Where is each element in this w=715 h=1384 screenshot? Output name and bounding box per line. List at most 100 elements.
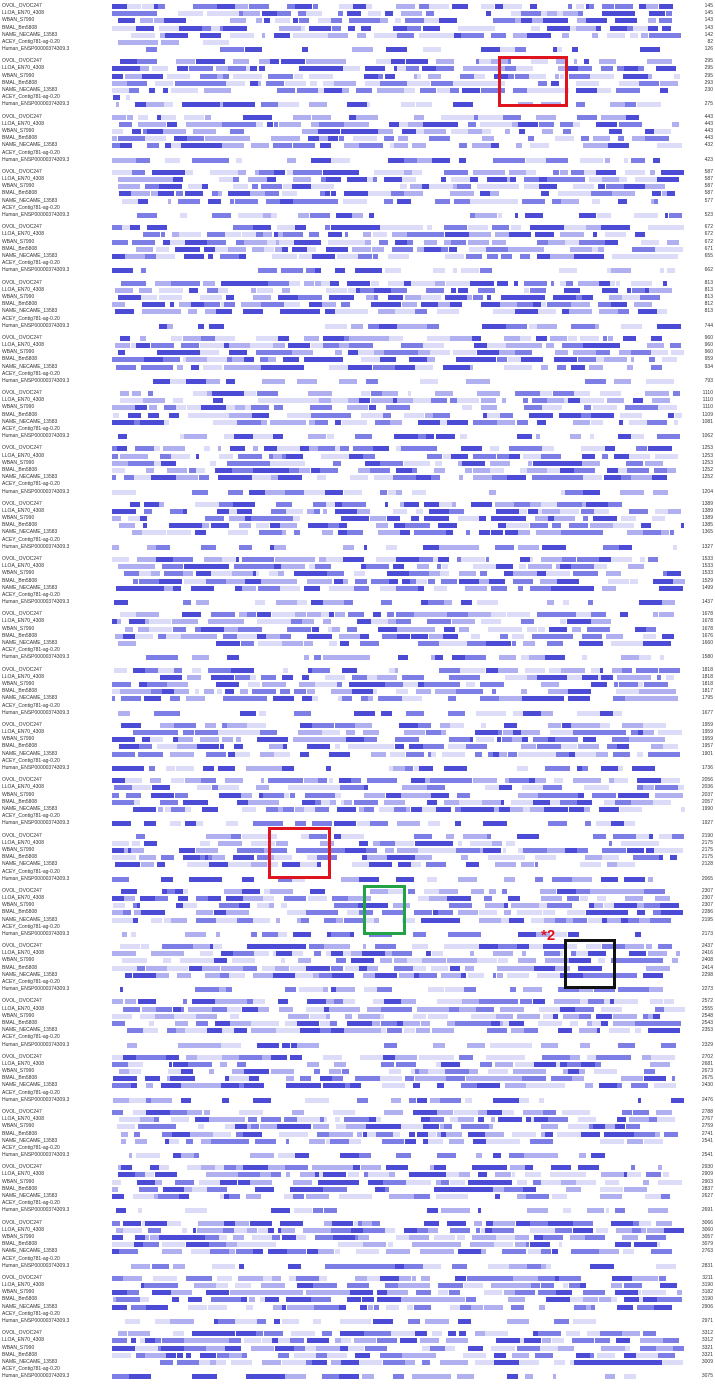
conserved-residue-run: [323, 944, 347, 950]
conserved-residue-run: [238, 169, 246, 175]
alignment-row: Human_ENSP00000374309.3 523: [0, 212, 715, 219]
conserved-residue-run: [299, 1186, 323, 1192]
conserved-residue-run: [497, 213, 502, 219]
conserved-residue-run: [548, 1220, 573, 1226]
conserved-residue-run: [257, 641, 282, 647]
conserved-residue-run: [573, 350, 597, 356]
sequence-label: ACEY_Contig781-ag-0.20: [2, 536, 60, 543]
conserved-residue-run: [204, 121, 222, 127]
conserved-residue-run: [554, 1227, 572, 1233]
sequence-label: OVOL_OVOC247: [2, 1164, 42, 1171]
conserved-residue-run: [425, 951, 432, 957]
conserved-residue-run: [255, 785, 270, 791]
conserved-residue-run: [509, 1042, 532, 1048]
conserved-residue-run: [299, 681, 315, 687]
conserved-residue-run: [173, 1263, 185, 1269]
conserved-residue-run: [454, 1275, 467, 1281]
conserved-residue-run: [660, 655, 665, 661]
conserved-residue-run: [278, 121, 295, 127]
alignment-row: ACEY_Contig781-ag-0.20: [0, 205, 715, 212]
conserved-residue-run: [591, 681, 607, 687]
conserved-residue-run: [360, 419, 368, 425]
alignment-block: OVOL_OVOC247 3312 LLOA_EN70_4308 3312 WBAN_S…: [0, 1330, 715, 1383]
conserved-residue-run: [575, 4, 584, 9]
sequence-label: LLOA_EN70_4308: [2, 1337, 44, 1344]
conserved-residue-run: [154, 1338, 162, 1344]
conserved-residue-run: [237, 633, 257, 639]
conserved-residue-run: [472, 585, 488, 591]
conserved-residue-run: [269, 460, 289, 466]
conserved-residue-run: [580, 862, 601, 868]
conserved-residue-run: [404, 18, 414, 24]
conserved-residue-run: [215, 917, 237, 923]
conserved-residue-run: [549, 578, 558, 584]
conserved-residue-run: [572, 184, 594, 190]
conserved-residue-run: [349, 114, 357, 120]
conserved-residue-run: [323, 1186, 348, 1192]
conserved-residue-run: [477, 391, 481, 397]
conserved-residue-run: [478, 578, 489, 584]
conserved-residue-run: [216, 1352, 230, 1358]
conserved-residue-run: [345, 1013, 353, 1019]
conserved-residue-run: [573, 1304, 586, 1310]
conserved-residue-run: [215, 999, 231, 1005]
conserved-residue-run: [479, 696, 500, 702]
conserved-residue-run: [480, 391, 500, 397]
conserved-residue-run: [141, 1220, 145, 1226]
conserved-residue-run: [556, 1131, 581, 1137]
conserved-residue-run: [163, 571, 183, 577]
sequence-label: NAME_NECAME_13583: [2, 861, 58, 868]
conserved-residue-run: [645, 287, 650, 293]
conserved-residue-run: [296, 1234, 307, 1240]
conserved-residue-run: [322, 302, 337, 308]
conserved-residue-run: [119, 143, 133, 149]
conserved-residue-run: [498, 523, 506, 529]
conserved-residue-run: [458, 910, 479, 916]
conserved-residue-run: [169, 751, 194, 757]
conserved-residue-run: [336, 806, 356, 812]
conserved-residue-run: [547, 847, 565, 853]
conserved-residue-run: [257, 737, 264, 743]
conserved-residue-run: [353, 1165, 361, 1171]
conserved-residue-run: [307, 730, 322, 736]
conserved-residue-run: [360, 958, 375, 964]
conserved-residue-run: [604, 1124, 616, 1130]
sequence-track: [112, 1042, 685, 1048]
sequence-track: [112, 1117, 685, 1123]
conserved-residue-run: [568, 751, 576, 757]
conserved-residue-run: [223, 888, 242, 894]
conserved-residue-run: [123, 689, 147, 695]
conserved-residue-run: [226, 910, 250, 916]
conserved-residue-run: [261, 931, 278, 937]
alignment-row: BMAL_Bm5808 959: [0, 356, 715, 363]
conserved-residue-run: [139, 1013, 155, 1019]
sequence-label: NAME_NECAME_13583: [2, 1082, 58, 1089]
residue-position: 3009: [701, 1358, 713, 1365]
residue-position: 813: [704, 293, 713, 300]
conserved-residue-run: [282, 744, 288, 750]
conserved-residue-run: [637, 730, 643, 736]
conserved-residue-run: [273, 1319, 281, 1325]
sequence-track: [112, 1153, 685, 1159]
conserved-residue-run: [415, 102, 433, 108]
conserved-residue-run: [643, 722, 667, 728]
conserved-residue-run: [322, 80, 334, 86]
conserved-residue-run: [417, 246, 424, 252]
conserved-residue-run: [124, 972, 133, 978]
conserved-residue-run: [635, 1352, 659, 1358]
conserved-residue-run: [663, 1227, 684, 1233]
conserved-residue-run: [605, 157, 610, 163]
conserved-residue-run: [217, 1275, 233, 1281]
conserved-residue-run: [118, 1117, 140, 1123]
conserved-residue-run: [460, 73, 474, 79]
conserved-residue-run: [617, 309, 629, 315]
conserved-residue-run: [307, 136, 319, 142]
conserved-residue-run: [150, 191, 159, 197]
conserved-residue-run: [201, 184, 208, 190]
conserved-residue-run: [416, 1006, 441, 1012]
conserved-residue-run: [215, 66, 228, 72]
alignment-row: WBAN_S7990 1389: [0, 515, 715, 522]
conserved-residue-run: [605, 633, 623, 639]
sequence-label: BMAL_Bm5808: [2, 245, 38, 252]
conserved-residue-run: [167, 73, 191, 79]
